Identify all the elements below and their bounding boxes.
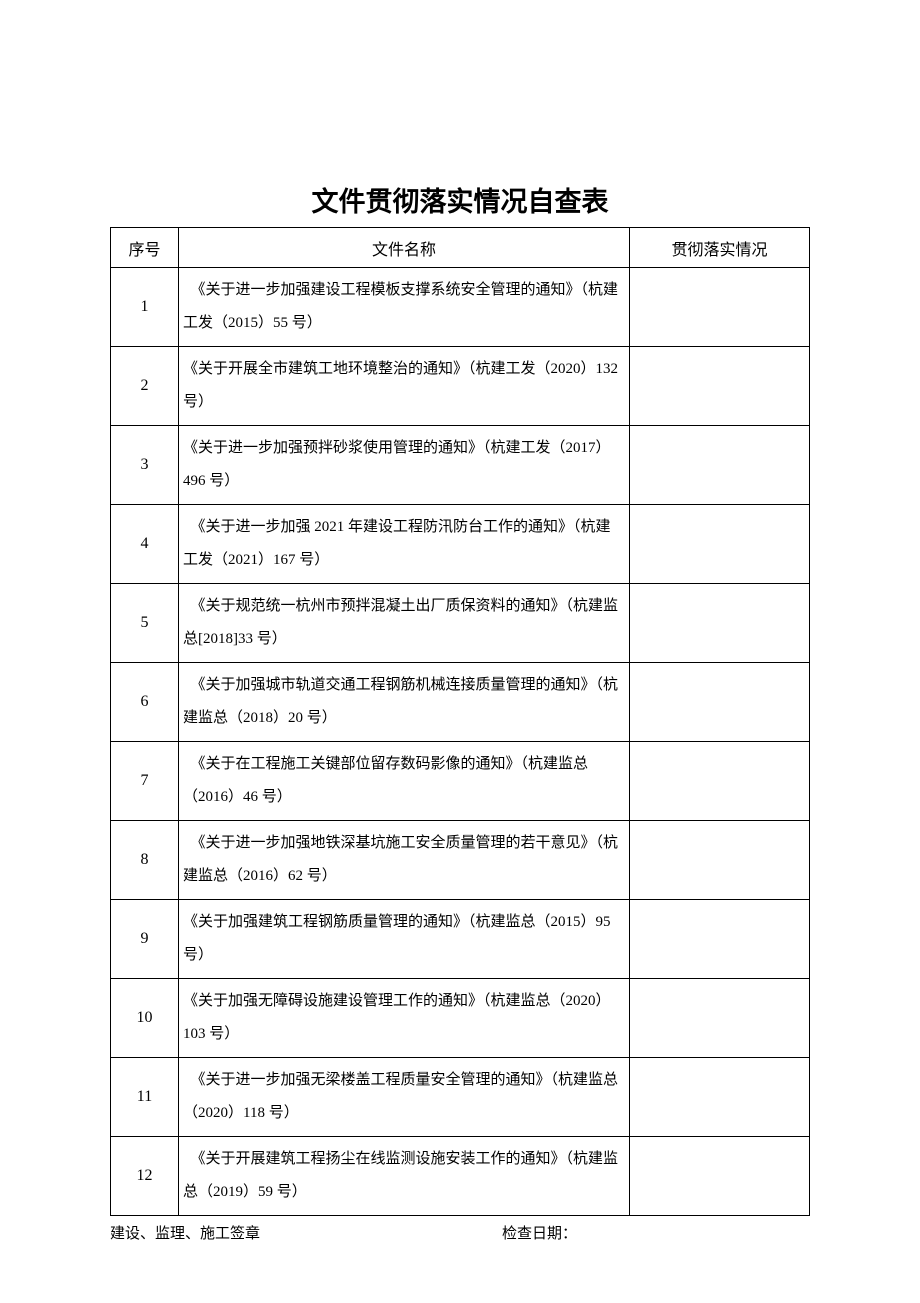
footer: 建设、监理、施工签章 检查日期：	[110, 1222, 810, 1243]
row-status	[630, 900, 810, 979]
table-row: 2《关于开展全市建筑工地环境整治的通知》（杭建工发（2020）132 号）	[111, 347, 810, 426]
table-row: 9《关于加强建筑工程钢筋质量管理的通知》（杭建监总（2015）95 号）	[111, 900, 810, 979]
row-filename: 《关于规范统一杭州市预拌混凝土出厂质保资料的通知》（杭建监总[2018]33 号…	[179, 584, 630, 663]
row-status	[630, 426, 810, 505]
table-header-row: 序号 文件名称 贯彻落实情况	[111, 228, 810, 268]
row-index: 11	[111, 1058, 179, 1137]
table-row: 7 《关于在工程施工关键部位留存数码影像的通知》（杭建监总（2016）46 号）	[111, 742, 810, 821]
table-row: 4 《关于进一步加强 2021 年建设工程防汛防台工作的通知》（杭建工发（202…	[111, 505, 810, 584]
row-filename: 《关于开展建筑工程扬尘在线监测设施安装工作的通知》（杭建监总（2019）59 号…	[179, 1137, 630, 1216]
row-status	[630, 584, 810, 663]
table-row: 8 《关于进一步加强地铁深基坑施工安全质量管理的若干意见》（杭建监总（2016）…	[111, 821, 810, 900]
row-filename: 《关于进一步加强 2021 年建设工程防汛防台工作的通知》（杭建工发（2021）…	[179, 505, 630, 584]
row-index: 12	[111, 1137, 179, 1216]
table-row: 1 《关于进一步加强建设工程模板支撑系统安全管理的通知》（杭建工发（2015）5…	[111, 268, 810, 347]
document-title: 文件贯彻落实情况自查表	[110, 180, 810, 219]
row-filename: 《关于进一步加强地铁深基坑施工安全质量管理的若干意见》（杭建监总（2016）62…	[179, 821, 630, 900]
table-row: 10《关于加强无障碍设施建设管理工作的通知》（杭建监总（2020）103 号）	[111, 979, 810, 1058]
row-index: 4	[111, 505, 179, 584]
header-status: 贯彻落实情况	[630, 228, 810, 268]
self-check-table: 序号 文件名称 贯彻落实情况 1 《关于进一步加强建设工程模板支撑系统安全管理的…	[110, 227, 810, 1216]
row-status	[630, 268, 810, 347]
row-status	[630, 979, 810, 1058]
row-index: 6	[111, 663, 179, 742]
header-name: 文件名称	[179, 228, 630, 268]
row-filename: 《关于加强建筑工程钢筋质量管理的通知》（杭建监总（2015）95 号）	[179, 900, 630, 979]
header-index: 序号	[111, 228, 179, 268]
row-filename: 《关于进一步加强预拌砂浆使用管理的通知》（杭建工发（2017）496 号）	[179, 426, 630, 505]
footer-signature-label: 建设、监理、施工签章	[110, 1222, 502, 1243]
row-index: 5	[111, 584, 179, 663]
table-row: 3《关于进一步加强预拌砂浆使用管理的通知》（杭建工发（2017）496 号）	[111, 426, 810, 505]
row-index: 2	[111, 347, 179, 426]
row-filename: 《关于加强无障碍设施建设管理工作的通知》（杭建监总（2020）103 号）	[179, 979, 630, 1058]
row-status	[630, 505, 810, 584]
row-status	[630, 821, 810, 900]
row-status	[630, 663, 810, 742]
table-row: 6 《关于加强城市轨道交通工程钢筋机械连接质量管理的通知》（杭建监总（2018）…	[111, 663, 810, 742]
row-index: 9	[111, 900, 179, 979]
footer-date-label: 检查日期：	[502, 1222, 810, 1243]
row-index: 1	[111, 268, 179, 347]
row-filename: 《关于加强城市轨道交通工程钢筋机械连接质量管理的通知》（杭建监总（2018）20…	[179, 663, 630, 742]
page-container: 文件贯彻落实情况自查表 序号 文件名称 贯彻落实情况 1 《关于进一步加强建设工…	[0, 0, 920, 1303]
row-status	[630, 1137, 810, 1216]
row-index: 8	[111, 821, 179, 900]
row-filename: 《关于进一步加强建设工程模板支撑系统安全管理的通知》（杭建工发（2015）55 …	[179, 268, 630, 347]
table-row: 12 《关于开展建筑工程扬尘在线监测设施安装工作的通知》（杭建监总（2019）5…	[111, 1137, 810, 1216]
row-status	[630, 742, 810, 821]
row-index: 7	[111, 742, 179, 821]
table-row: 11 《关于进一步加强无梁楼盖工程质量安全管理的通知》（杭建监总（2020）11…	[111, 1058, 810, 1137]
row-status	[630, 1058, 810, 1137]
row-filename: 《关于进一步加强无梁楼盖工程质量安全管理的通知》（杭建监总（2020）118 号…	[179, 1058, 630, 1137]
row-index: 10	[111, 979, 179, 1058]
row-status	[630, 347, 810, 426]
row-filename: 《关于开展全市建筑工地环境整治的通知》（杭建工发（2020）132 号）	[179, 347, 630, 426]
row-index: 3	[111, 426, 179, 505]
table-row: 5 《关于规范统一杭州市预拌混凝土出厂质保资料的通知》（杭建监总[2018]33…	[111, 584, 810, 663]
row-filename: 《关于在工程施工关键部位留存数码影像的通知》（杭建监总（2016）46 号）	[179, 742, 630, 821]
